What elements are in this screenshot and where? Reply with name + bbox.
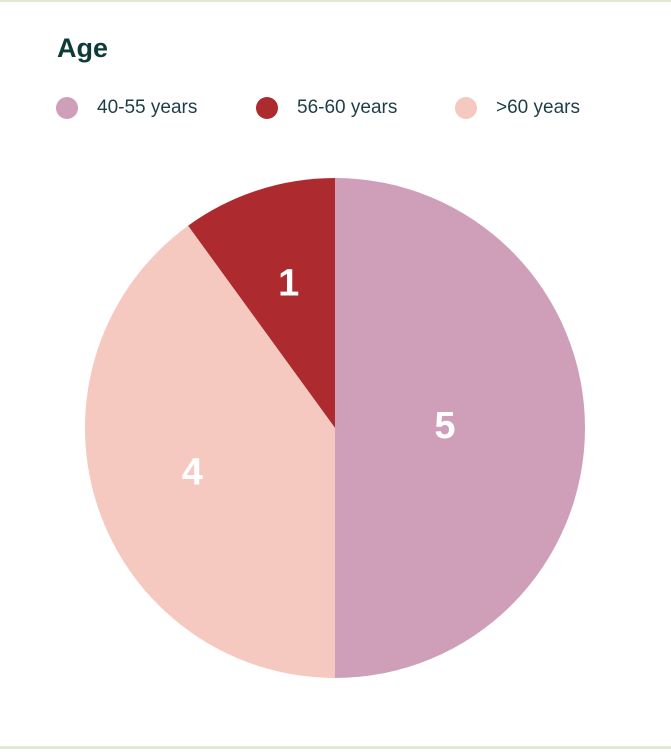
pie-slice — [335, 178, 585, 678]
bottom-border — [0, 746, 671, 749]
legend-swatch — [455, 97, 477, 119]
slice-label: 5 — [434, 405, 455, 447]
pie-slice — [188, 178, 335, 428]
legend-swatch — [56, 97, 78, 119]
slice-label: 4 — [182, 451, 203, 493]
legend-label: >60 years — [496, 97, 580, 118]
legend-label: 56-60 years — [297, 97, 397, 118]
slice-label: 1 — [278, 262, 299, 304]
top-border — [0, 0, 671, 2]
legend-swatch — [256, 97, 278, 119]
pie-slice — [84, 225, 335, 678]
legend-label: 40-55 years — [97, 97, 197, 118]
chart-title: Age — [57, 33, 108, 63]
